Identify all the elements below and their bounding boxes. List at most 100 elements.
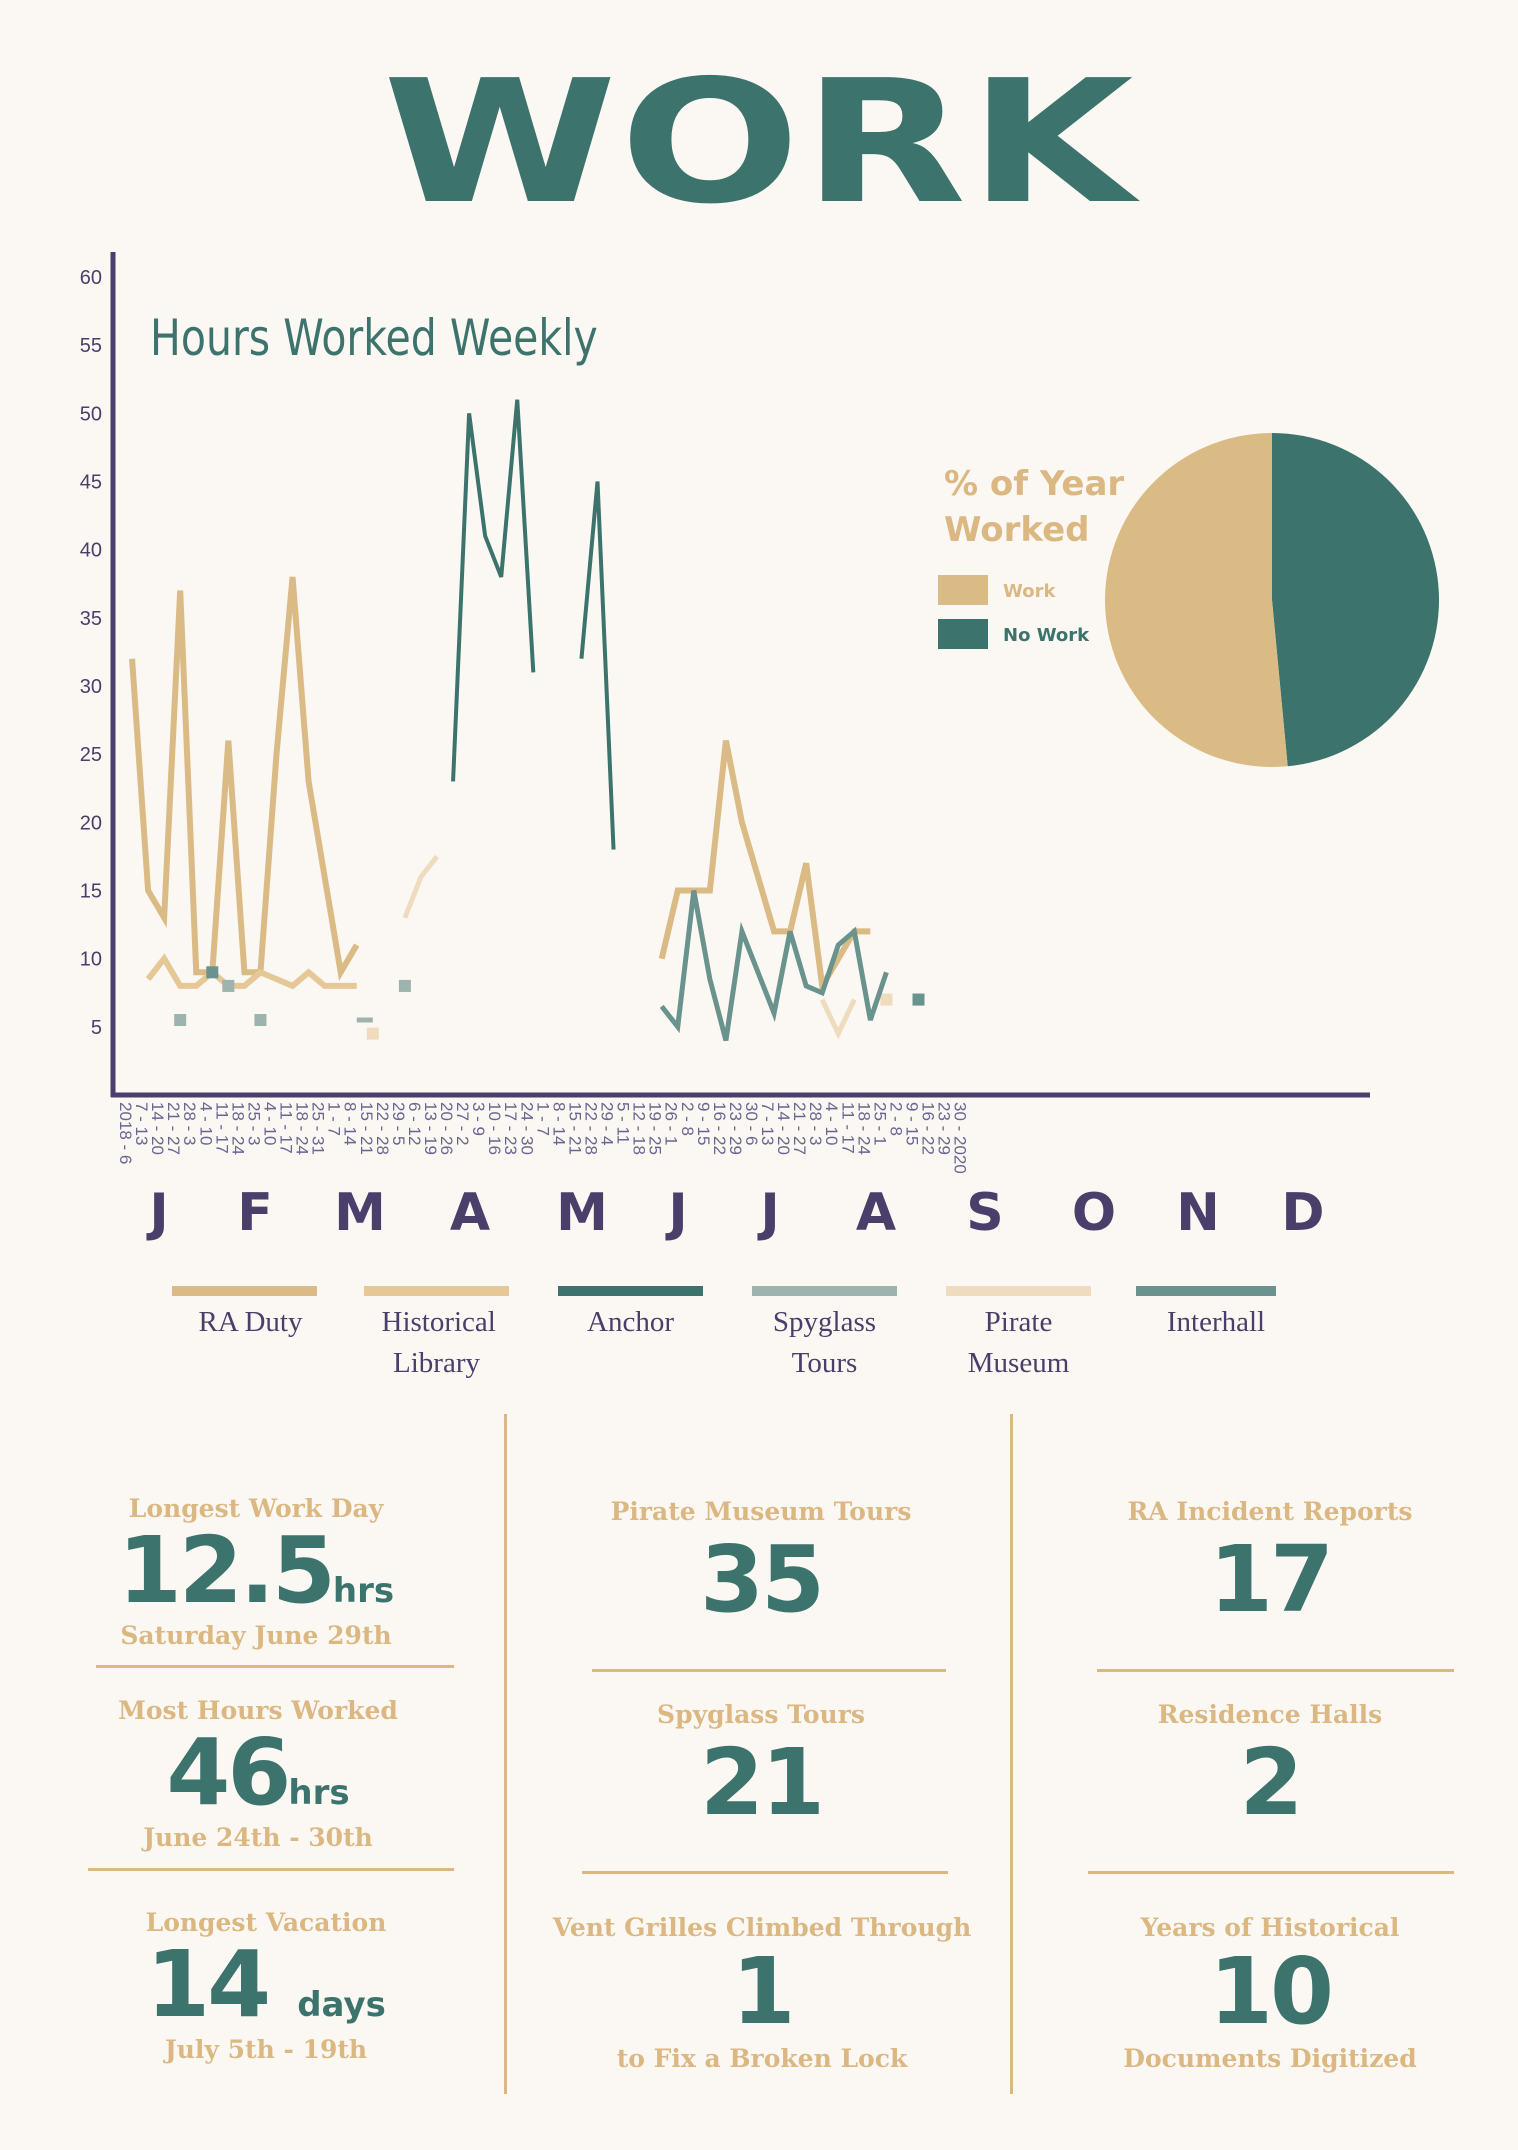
x-tick-label: 25 - 31	[309, 1102, 328, 1155]
x-tick-label: 6 - 12	[405, 1102, 424, 1145]
stat-value: 35	[699, 1526, 825, 1633]
x-tick-label: 1 - 7	[533, 1102, 552, 1136]
pie-title: Worked	[944, 510, 1090, 550]
x-tick-label: 19 - 25	[646, 1102, 665, 1155]
x-tick-label: 8 - 14	[341, 1102, 360, 1145]
x-tick-label: 23 - 29	[935, 1102, 954, 1155]
y-tick-label: 35	[80, 608, 102, 630]
y-tick-label: 5	[91, 1017, 102, 1039]
data-point	[366, 1027, 379, 1040]
page-title: WORK	[0, 58, 1518, 228]
x-tick-label: 17 - 23	[501, 1102, 520, 1155]
x-tick-label: 11 - 17	[838, 1102, 857, 1154]
stat-subtext: July 5th - 19th	[164, 2035, 368, 2064]
stat-label: Residence Halls	[1157, 1700, 1383, 1729]
row-divider	[88, 1868, 454, 1871]
stat-label: Years of Historical	[1140, 1913, 1400, 1942]
stat-value: 46hrs	[96, 1727, 420, 1819]
series-ra-duty	[129, 576, 871, 995]
stat-years-documents: Years of Historical 10 Documents Digitiz…	[1080, 1913, 1460, 2073]
data-point	[398, 979, 411, 992]
x-tick-label: 20 - 26	[437, 1102, 456, 1155]
chart-title: Hours Worked Weekly	[150, 309, 598, 367]
legend-label: Pirate Museum	[967, 1306, 1070, 1379]
data-point	[222, 979, 235, 992]
y-tick-label: 30	[80, 676, 102, 698]
stat-number: 46	[166, 1719, 291, 1826]
x-tick-label: 28 - 3	[180, 1102, 199, 1145]
x-tick-label: 25 - 3	[244, 1102, 263, 1145]
data-point	[880, 993, 893, 1006]
x-tick-label: 3 - 9	[469, 1102, 488, 1136]
pie-legend-swatch	[938, 575, 988, 605]
series-anchor	[451, 399, 616, 850]
column-divider	[1010, 1414, 1013, 2094]
month-label: S	[966, 1183, 1003, 1243]
month-label: M	[334, 1183, 386, 1243]
legend-item-pirate-museum: Pirate Museum	[946, 1286, 1091, 1383]
x-tick-label: 2 - 8	[886, 1102, 905, 1136]
x-tick-label: 22 - 28	[581, 1102, 600, 1155]
x-tick-label: 23 - 29	[726, 1102, 745, 1155]
series-historical-library	[145, 953, 357, 990]
legend-label: Interhall	[1166, 1306, 1266, 1338]
pie-slice-no-work	[1272, 433, 1440, 767]
series-interhall	[206, 890, 925, 1042]
legend-item-interhall: Interhall	[1136, 1286, 1276, 1343]
x-tick-label: 2018 - 6	[116, 1102, 135, 1164]
x-tick-label: 7 - 13	[758, 1102, 777, 1145]
y-tick-label: 25	[80, 744, 102, 766]
stat-value: 10	[1208, 1938, 1334, 2045]
series-line	[402, 854, 439, 919]
x-tick-label: 14 - 20	[774, 1102, 793, 1155]
stat-label: Most Hours Worked	[118, 1696, 398, 1725]
page-title-text: WORK	[382, 44, 1136, 242]
data-point	[206, 966, 219, 979]
x-tick-label: 29 - 4	[598, 1102, 617, 1145]
legend-swatch	[946, 1286, 1091, 1296]
stat-value: 2	[1239, 1729, 1303, 1836]
x-tick-label: 21 - 27	[790, 1102, 809, 1155]
pie-chart	[1105, 433, 1440, 767]
x-tick-label: 26 - 1	[662, 1102, 681, 1145]
legend-label: Historical Library	[381, 1306, 496, 1379]
x-tick-label: 28 - 3	[806, 1102, 825, 1145]
y-tick-label: 20	[80, 812, 102, 834]
x-tick-label: 7 - 13	[132, 1102, 151, 1145]
month-label: N	[1176, 1183, 1220, 1243]
stat-value: 12.5hrs	[96, 1525, 416, 1617]
stat-longest-work-day: Longest Work Day 12.5hrs Saturday June 2…	[96, 1494, 416, 1650]
x-tick-label: 5 - 11	[614, 1102, 633, 1144]
x-tick-label: 29 - 5	[389, 1102, 408, 1145]
data-point	[912, 993, 925, 1006]
data-point	[174, 1014, 187, 1027]
stat-spyglass-tours: Spyglass Tours 21	[546, 1700, 976, 1829]
series-line	[129, 576, 360, 981]
legend-swatch	[172, 1286, 317, 1296]
y-tick-label: 55	[80, 335, 102, 357]
month-label: A	[450, 1183, 490, 1243]
pie-legend-swatch	[938, 619, 988, 649]
pie-legend-label: Work	[1003, 581, 1056, 602]
x-tick-label: 13 - 19	[421, 1102, 440, 1155]
month-label: J	[665, 1183, 687, 1243]
row-divider	[592, 1669, 946, 1672]
x-tick-label: 8 - 14	[549, 1102, 568, 1145]
x-tick-label: 10 - 16	[485, 1102, 504, 1155]
legend-item-anchor: Anchor	[558, 1286, 703, 1343]
stat-subtext: June 24th - 30th	[143, 1823, 373, 1852]
x-tick-label: 4 - 10	[260, 1102, 279, 1145]
stat-pirate-museum-tours: Pirate Museum Tours 35	[546, 1497, 976, 1626]
stat-label: Spyglass Tours	[657, 1700, 865, 1729]
legend-label: Spyglass Tours	[772, 1306, 877, 1379]
y-tick-label: 45	[80, 472, 102, 494]
x-tick-label: 18 - 24	[854, 1102, 873, 1155]
month-label: F	[237, 1183, 273, 1243]
row-divider	[1097, 1669, 1454, 1672]
legend-swatch	[558, 1286, 703, 1296]
stat-value: 14 days	[96, 1939, 436, 2031]
stat-unit: hrs	[288, 1773, 350, 1813]
x-tick-label: 15 - 21	[357, 1102, 376, 1155]
stat-label: Longest Work Day	[128, 1494, 384, 1523]
